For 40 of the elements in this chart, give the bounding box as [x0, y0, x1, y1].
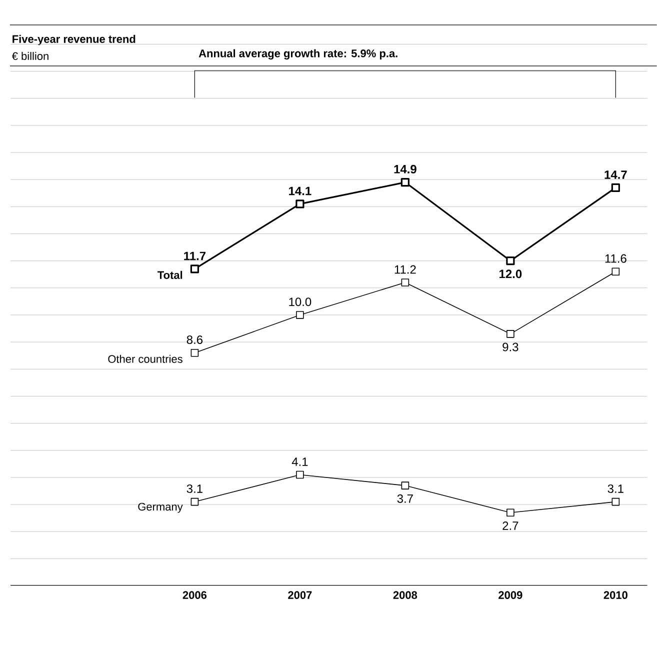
point: [296, 470, 304, 479]
data-label: 14.1: [289, 186, 312, 196]
point: [506, 256, 515, 266]
point: [190, 349, 199, 357]
data-label: 8.6: [186, 336, 203, 344]
series-label: Total: [158, 271, 182, 280]
point: [190, 264, 199, 274]
x-tick-label: 2008: [393, 591, 418, 600]
point: [612, 268, 620, 276]
data-label: 12.0: [500, 270, 522, 278]
point: [190, 498, 199, 506]
chart-title: Five-year revenue trend: [12, 34, 136, 46]
text: Annual average growth rate: 5.9% p.a.: [198, 49, 398, 60]
x-tick-label: 2006: [182, 591, 207, 600]
data-label: 9.3: [502, 342, 518, 352]
data-label: 11.7: [184, 252, 206, 260]
point: [401, 482, 410, 490]
data-label: 10.0: [289, 298, 312, 306]
data-label: 14.9: [394, 165, 416, 174]
series-label: Germany: [138, 502, 183, 513]
data-label: 4.1: [292, 458, 308, 466]
point: [611, 184, 620, 192]
data-label: 2.7: [502, 522, 518, 530]
point: [506, 330, 514, 338]
x-tick-label: 2007: [288, 591, 312, 600]
series-label: Other countries: [108, 354, 182, 364]
data-label: 14.7: [604, 170, 627, 179]
data-label: 11.2: [394, 265, 416, 274]
point: [296, 200, 304, 208]
data-label: 11.6: [605, 254, 626, 263]
data-label: 3.1: [608, 484, 624, 494]
point: [296, 311, 304, 319]
data-label: 3.7: [397, 494, 413, 504]
x-tick-label: 2010: [604, 591, 628, 600]
text: € billion: [12, 52, 48, 60]
point: [400, 178, 410, 187]
x-tick-label: 2009: [498, 591, 522, 600]
data-label: 3.1: [186, 484, 202, 494]
point: [401, 278, 410, 287]
point: [612, 498, 620, 506]
